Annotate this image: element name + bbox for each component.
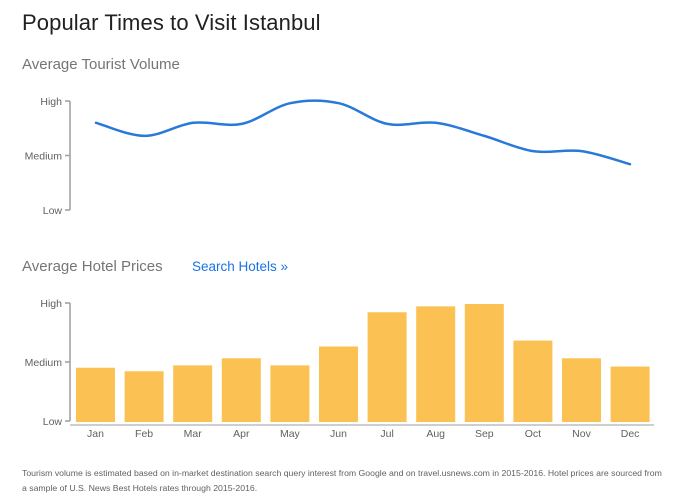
hotel-bar-jan bbox=[76, 367, 115, 422]
tourist-point-jun bbox=[336, 100, 342, 106]
hotel-bar-nov bbox=[562, 358, 601, 422]
hotel-bar-mar bbox=[173, 365, 213, 422]
month-label-aug: Aug bbox=[426, 428, 445, 440]
hotel-bar-feb bbox=[124, 371, 164, 422]
tourist-y-tick-label-medium: Medium bbox=[25, 151, 63, 163]
month-label-nov: Nov bbox=[572, 428, 591, 440]
month-label-jan: Jan bbox=[87, 428, 104, 440]
tourist-volume-chart: Low Medium High bbox=[25, 96, 633, 217]
hotel-prices-chart: Low Medium High Jan Feb Mar Apr May Jun Jul Aug Sep… bbox=[25, 298, 654, 440]
tourist-y-tick-label-high: High bbox=[40, 96, 62, 108]
tourist-point-oct bbox=[530, 148, 536, 154]
hotel-bar-dec bbox=[610, 366, 650, 422]
hotel-bar-may bbox=[270, 365, 310, 422]
month-label-mar: Mar bbox=[184, 428, 203, 440]
month-label-oct: Oct bbox=[525, 428, 541, 440]
footnote: Tourism volume is estimated based on in-… bbox=[22, 468, 662, 493]
tourist-point-jul bbox=[384, 121, 390, 127]
tourist-point-sep bbox=[481, 133, 487, 139]
month-label-sep: Sep bbox=[475, 428, 494, 440]
hotel-bar-jun bbox=[319, 346, 358, 422]
tourist-point-mar bbox=[190, 120, 196, 126]
hotel-bar-jul bbox=[367, 312, 407, 422]
tourist-volume-title: Average Tourist Volume bbox=[22, 56, 180, 73]
hotel-bar-oct bbox=[513, 340, 553, 422]
hotel-y-tick-label-high: High bbox=[40, 298, 62, 310]
month-label-jun: Jun bbox=[330, 428, 347, 440]
month-label-may: May bbox=[280, 428, 301, 440]
month-label-feb: Feb bbox=[135, 428, 153, 440]
hotel-y-tick-label-low: Low bbox=[43, 416, 63, 428]
hotel-prices-title: Average Hotel Prices bbox=[22, 258, 163, 275]
month-label-apr: Apr bbox=[233, 428, 250, 440]
search-hotels-link[interactable]: Search Hotels » bbox=[192, 259, 289, 274]
tourist-point-nov bbox=[578, 148, 584, 154]
hotel-bar-aug bbox=[416, 306, 456, 422]
month-label-dec: Dec bbox=[621, 428, 640, 440]
hotel-y-tick-label-medium: Medium bbox=[25, 357, 63, 369]
tourist-point-apr bbox=[239, 121, 245, 127]
tourist-point-aug bbox=[433, 120, 439, 126]
hotel-bar-sep bbox=[464, 304, 504, 422]
month-label-jul: Jul bbox=[380, 428, 393, 440]
tourist-volume-line bbox=[94, 99, 632, 166]
page-title: Popular Times to Visit Istanbul bbox=[22, 10, 321, 35]
tourist-point-dec bbox=[627, 161, 633, 167]
tourist-point-jan bbox=[93, 120, 99, 126]
tourist-point-feb bbox=[142, 133, 148, 139]
tourist-y-tick-label-low: Low bbox=[43, 205, 63, 217]
hotel-bar-apr bbox=[221, 358, 261, 422]
tourist-point-may bbox=[287, 100, 293, 106]
